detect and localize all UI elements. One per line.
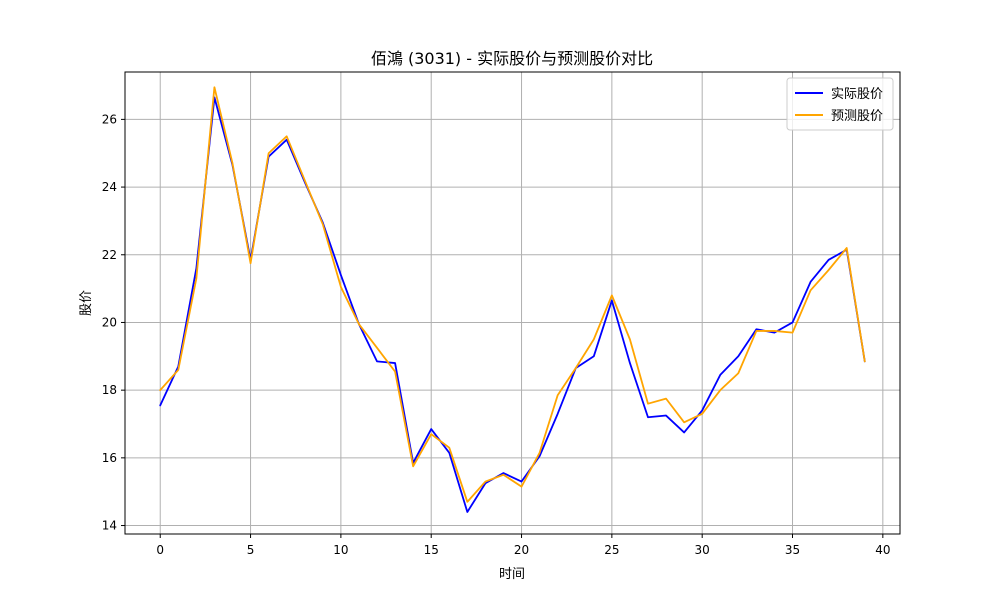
y-tick-label: 24: [102, 180, 117, 194]
x-tick-label: 25: [604, 543, 619, 557]
legend-label-predicted: 预测股价: [831, 109, 883, 124]
x-tick-label: 30: [695, 543, 710, 557]
plot-frame: [124, 71, 901, 535]
grid-lines: [125, 72, 900, 534]
y-tick-label: 18: [102, 383, 117, 397]
y-tick-label: 26: [102, 112, 117, 126]
series-line-predicted: [159, 86, 866, 503]
y-tick-label: 20: [102, 315, 117, 329]
y-tick-label: 22: [102, 248, 117, 262]
legend: 实际股价 预测股价: [786, 77, 894, 131]
x-tick-label: 5: [247, 543, 255, 557]
x-tick-label: 15: [424, 543, 439, 557]
y-tick-label: 16: [102, 451, 117, 465]
x-axis: 0 5 10 15 20 25 30 35 40: [156, 534, 890, 557]
x-tick-label: 0: [156, 543, 164, 557]
series-line-actual: [159, 96, 866, 513]
x-tick-label: 20: [514, 543, 529, 557]
x-tick-label: 10: [333, 543, 348, 557]
legend-box: [786, 77, 894, 131]
y-axis-label: 股价: [79, 290, 94, 316]
series-layer: [159, 86, 866, 513]
y-axis: 14 16 18 20 22 24 26: [102, 112, 125, 533]
chart-title: 佰鴻 (3031) - 实际股价与预测股价对比: [371, 49, 653, 68]
x-axis-label: 时间: [499, 567, 525, 582]
legend-label-actual: 实际股价: [831, 87, 883, 102]
x-tick-label: 35: [785, 543, 800, 557]
y-tick-label: 14: [102, 519, 117, 533]
x-tick-label: 40: [875, 543, 890, 557]
